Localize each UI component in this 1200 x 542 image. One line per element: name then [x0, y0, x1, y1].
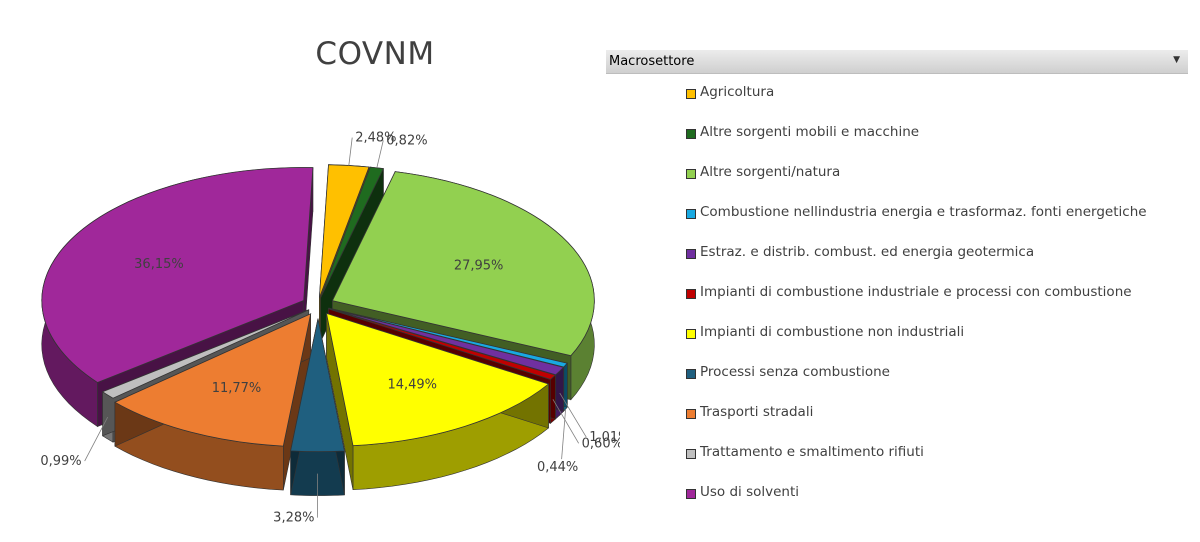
- dropdown-arrow-icon[interactable]: ▼: [1173, 55, 1180, 65]
- pie-slice-impianti-di-combustione-non-industriali: [325, 312, 550, 447]
- data-label: 27,95%: [454, 259, 504, 274]
- legend-swatch: [686, 369, 696, 379]
- legend-item-trasporti-stradali: Trasporti stradali: [686, 404, 1186, 444]
- data-label: 2,48%: [355, 131, 396, 146]
- legend-item-processi-senza-combustione: Processi senza combustione: [686, 364, 1186, 404]
- legend-swatch: [686, 89, 696, 99]
- data-label: 0,82%: [386, 133, 427, 148]
- legend-label: Processi senza combustione: [700, 364, 890, 380]
- legend-swatch: [686, 409, 696, 419]
- data-label: 11,77%: [212, 381, 262, 396]
- data-label: 0,99%: [40, 454, 81, 469]
- pie-slice-trasporti-stradali: [114, 313, 312, 447]
- legend-item-altre-sorgenti-natura: Altre sorgenti/natura: [686, 164, 1186, 204]
- leader-line: [348, 137, 353, 166]
- data-label: 0,44%: [537, 460, 578, 475]
- legend-label: Impianti di combustione industriale e pr…: [700, 284, 1132, 300]
- legend-swatch: [686, 449, 696, 459]
- leader-line: [552, 399, 580, 444]
- legend-label: Combustione nellindustria energia e tras…: [700, 204, 1147, 220]
- legend-item-altre-sorgenti-mobili-e-macchine: Altre sorgenti mobili e macchine: [686, 124, 1186, 164]
- legend-item-combustione-nellindustria-energia-e-trasformaz-fonti-energetiche: Combustione nellindustria energia e tras…: [686, 204, 1186, 244]
- legend-swatch: [686, 249, 696, 259]
- legend-label: Agricoltura: [700, 84, 775, 100]
- legend-label: Uso di solventi: [700, 484, 800, 500]
- pie-slice-processi-senza-combustione: [290, 318, 345, 453]
- data-label: 3,28%: [273, 511, 314, 526]
- leader-line: [376, 140, 384, 168]
- legend-filter-header[interactable]: Macrosettore ▼: [606, 50, 1188, 74]
- legend-item-uso-di-solventi: Uso di solventi: [686, 484, 1186, 524]
- legend-label: Impianti di combustione non industriali: [700, 324, 965, 340]
- legend-item-estraz-e-distrib-combust-ed-energia-geotermica: Estraz. e distrib. combust. ed energia g…: [686, 244, 1186, 284]
- legend-item-impianti-di-combustione-industriale-e-processi-con-combustione: Impianti di combustione industriale e pr…: [686, 284, 1186, 324]
- chart-legend: Agricoltura Altre sorgenti mobili e macch…: [686, 84, 1186, 524]
- legend-swatch: [686, 129, 696, 139]
- legend-label: Altre sorgenti mobili e macchine: [700, 124, 920, 140]
- legend-swatch: [686, 289, 696, 299]
- legend-swatch: [686, 169, 696, 179]
- legend-item-impianti-di-combustione-non-industriali: Impianti di combustione non industriali: [686, 324, 1186, 364]
- legend-item-agricoltura: Agricoltura: [686, 84, 1186, 124]
- leader-line: [84, 416, 109, 462]
- legend-header-label: Macrosettore: [609, 54, 695, 69]
- legend-swatch: [686, 489, 696, 499]
- legend-label: Trasporti stradali: [700, 404, 814, 420]
- legend-swatch: [686, 329, 696, 339]
- pie-chart: 2,48%0,82% 27,95% 1,01%0,60% 14,49% 3,28% 11,…: [40, 131, 620, 526]
- pie-slice-trattamento-e-smaltimento-rifiuti: [101, 309, 309, 399]
- leader-line: [561, 409, 567, 460]
- leader-line: [559, 392, 587, 438]
- data-label: 1,01%: [589, 430, 620, 445]
- pie-slice-impianti-di-combustione-industriale-e-processi-con-combustione: [328, 308, 557, 380]
- pie-slice-altre-sorgenti-natura: [331, 171, 595, 357]
- legend-label: Altre sorgenti/natura: [700, 164, 841, 180]
- legend-label: Trattamento e smaltimento rifiuti: [700, 444, 924, 460]
- chart-title: COVNM: [315, 36, 435, 72]
- legend-item-trattamento-e-smaltimento-rifiuti: Trattamento e smaltimento rifiuti: [686, 444, 1186, 484]
- pie-slice-uso-di-solventi: [41, 167, 314, 383]
- data-label: 14,49%: [387, 377, 437, 392]
- legend-label: Estraz. e distrib. combust. ed energia g…: [700, 244, 1035, 260]
- legend-swatch: [686, 209, 696, 219]
- data-label: 0,60%: [582, 436, 620, 451]
- data-label: 36,15%: [134, 257, 184, 272]
